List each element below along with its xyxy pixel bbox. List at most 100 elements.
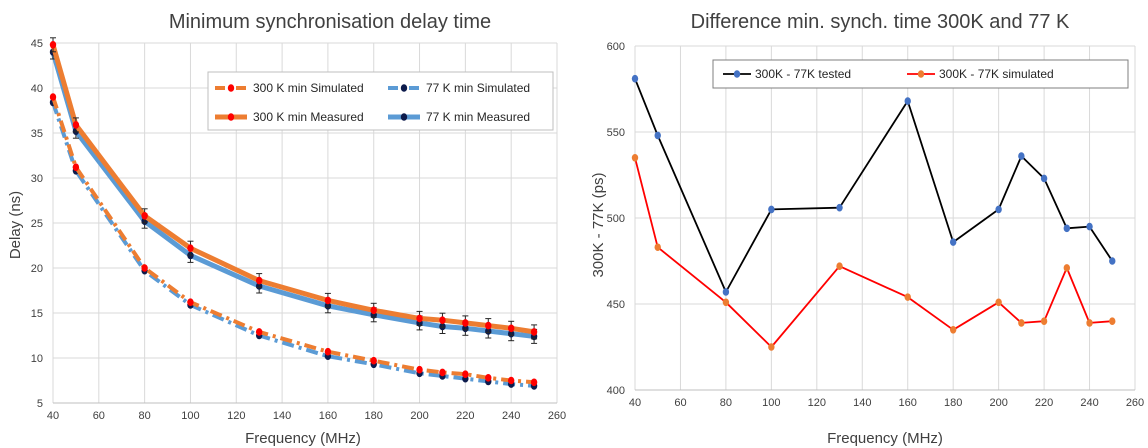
left-data-point [530, 378, 538, 387]
left-data-point [324, 347, 332, 356]
right-x-tick-label: 40 [629, 397, 641, 409]
right-y-tick-label: 550 [607, 127, 625, 139]
left-legend-marker [400, 113, 408, 121]
right-data-point [654, 243, 661, 252]
right-legend-marker [917, 70, 925, 78]
right-data-point [722, 288, 730, 296]
left-data-point [507, 324, 515, 333]
left-x-tick-label: 40 [47, 410, 59, 422]
right-series-line [634, 78, 1114, 293]
right-data-point [1063, 224, 1071, 233]
right-data-point [1086, 222, 1093, 231]
right-data-point [1040, 174, 1048, 183]
left-y-tick-label: 25 [31, 218, 43, 230]
right-legend-label: 300K - 77K simulated [939, 67, 1054, 81]
left-data-point [485, 321, 492, 330]
right-data-point [1109, 257, 1116, 265]
left-y-tick-label: 10 [31, 353, 43, 365]
left-data-point [324, 296, 332, 305]
right-x-tick-label: 160 [899, 397, 917, 409]
right-data-point [1018, 319, 1025, 327]
left-legend-marker [400, 84, 408, 92]
right-data-point [995, 205, 1002, 214]
right-x-tick-label: 200 [989, 397, 1007, 409]
right-series-line [634, 157, 1113, 348]
left-data-point [187, 298, 194, 307]
left-y-tick-label: 30 [31, 173, 43, 185]
left-legend-label: 300 K min Simulated [253, 81, 364, 95]
left-legend-label: 300 K min Measured [253, 110, 364, 124]
left-data-point [255, 328, 263, 336]
left-x-tick-label: 100 [181, 410, 199, 422]
right-x-tick-label: 120 [808, 397, 826, 409]
right-y-tick-label: 400 [607, 385, 625, 397]
right-data-point [1018, 152, 1025, 160]
left-data-point [507, 376, 515, 385]
right-y-tick-label: 600 [607, 41, 625, 53]
right-data-point [904, 97, 911, 105]
right-data-point [1063, 264, 1071, 272]
left-x-tick-label: 220 [456, 410, 474, 422]
right-data-point [995, 298, 1002, 307]
right-x-tick-label: 60 [674, 397, 686, 409]
right-chart-title: Difference min. synch. time 300K and 77 … [691, 11, 1070, 33]
left-data-point [416, 365, 423, 374]
left-data-point [485, 374, 492, 382]
left-chart-xlabel: Frequency (MHz) [245, 430, 361, 447]
right-chart: Difference min. synch. time 300K and 77 … [590, 11, 1144, 447]
left-data-point [370, 356, 377, 365]
right-data-point [836, 262, 843, 270]
right-data-point [949, 238, 957, 246]
left-data-point [72, 163, 80, 171]
right-x-tick-label: 100 [762, 397, 780, 409]
left-x-tick-label: 160 [319, 410, 337, 422]
right-chart-ylabel: 300K - 77K (ps) [590, 172, 607, 277]
left-data-point [462, 370, 469, 379]
left-data-point [416, 314, 423, 323]
right-y-tick-label: 450 [607, 299, 625, 311]
left-data-point [255, 276, 263, 285]
right-x-tick-label: 220 [1035, 397, 1053, 409]
left-x-tick-label: 120 [227, 410, 245, 422]
left-x-tick-label: 80 [139, 410, 151, 422]
left-x-tick-label: 200 [410, 410, 428, 422]
right-x-tick-label: 80 [720, 397, 732, 409]
right-data-point [836, 203, 843, 212]
right-data-point [949, 326, 957, 334]
left-y-tick-label: 5 [37, 398, 43, 410]
left-legend-marker [227, 84, 235, 92]
left-data-point [370, 306, 377, 315]
left-y-tick-label: 20 [31, 263, 43, 275]
left-data-point [187, 244, 194, 252]
left-chart-ylabel: Delay (ns) [7, 191, 24, 259]
right-data-point [722, 298, 730, 307]
left-legend-box [207, 71, 554, 131]
left-series-line [51, 101, 535, 388]
right-data-point [1040, 317, 1048, 326]
right-x-tick-label: 140 [853, 397, 871, 409]
right-legend-marker [733, 70, 741, 78]
right-x-tick-label: 240 [1080, 397, 1098, 409]
right-x-tick-label: 180 [944, 397, 962, 409]
left-chart-title: Minimum synchronisation delay time [169, 11, 491, 33]
left-y-tick-label: 35 [31, 128, 43, 140]
left-x-tick-label: 60 [93, 410, 105, 422]
left-data-point [49, 93, 57, 101]
left-y-tick-label: 40 [31, 83, 43, 95]
left-y-tick-label: 45 [31, 38, 43, 50]
right-chart-xlabel: Frequency (MHz) [827, 430, 943, 447]
left-data-point [439, 316, 446, 325]
right-data-point [1086, 319, 1093, 327]
right-data-point [768, 343, 775, 351]
left-x-tick-label: 240 [502, 410, 520, 422]
right-data-point [768, 205, 775, 214]
left-legend-marker [227, 113, 235, 121]
right-y-tick-label: 500 [607, 213, 625, 225]
left-legend-label: 77 K min Simulated [426, 81, 530, 95]
left-data-point [141, 264, 148, 272]
left-chart: Minimum synchronisation delay time Frequ… [7, 11, 566, 447]
right-data-point [631, 154, 639, 162]
left-data-point [462, 319, 469, 327]
right-data-point [1109, 317, 1116, 326]
left-data-point [141, 212, 148, 220]
